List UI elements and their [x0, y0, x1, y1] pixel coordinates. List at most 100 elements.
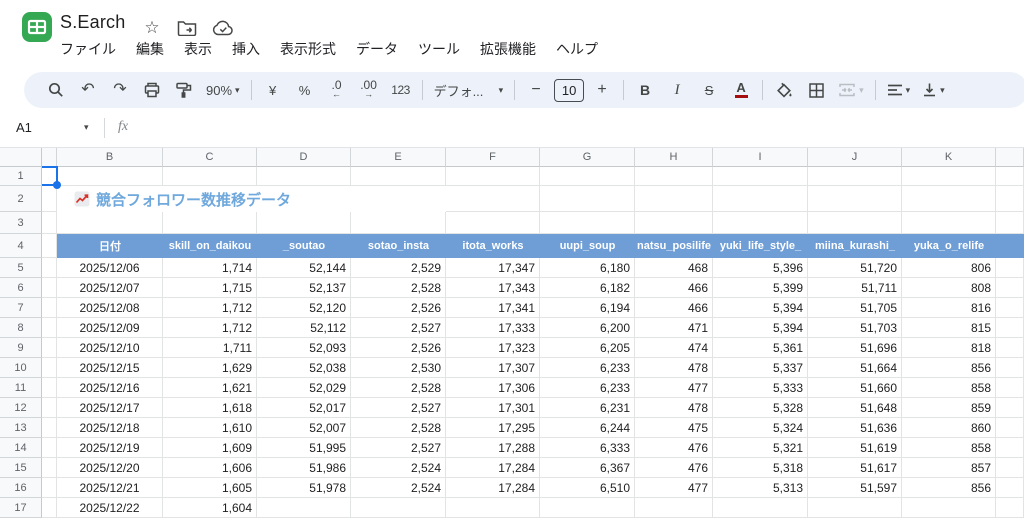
table-header-cell[interactable]: natsu_posilife [637, 240, 711, 252]
cell-E3[interactable] [351, 212, 446, 234]
cell-B10[interactable]: 2025/12/15 [57, 358, 163, 378]
cell-H7[interactable]: 466 [635, 298, 713, 318]
column-header-J[interactable]: J [808, 148, 902, 167]
cell-G10[interactable]: 6,233 [540, 358, 635, 378]
cell-I6[interactable]: 5,399 [713, 278, 808, 298]
cell-H14[interactable]: 476 [635, 438, 713, 458]
cell-G7[interactable]: 6,194 [540, 298, 635, 318]
cell-J17[interactable] [808, 498, 902, 518]
cell-D11[interactable]: 52,029 [257, 378, 351, 398]
fill-handle[interactable] [53, 181, 61, 189]
cell-D10[interactable]: 52,038 [257, 358, 351, 378]
star-icon[interactable]: ☆ [144, 18, 160, 37]
table-header-cell[interactable]: yuka_o_relife [913, 240, 985, 252]
redo-icon[interactable]: ↷ [113, 81, 127, 98]
cell-J11[interactable]: 51,660 [808, 378, 902, 398]
cell-D15[interactable]: 51,986 [257, 458, 351, 478]
row-header-7[interactable]: 7 [0, 298, 42, 318]
cell-A4[interactable] [42, 234, 57, 258]
row-header-6[interactable]: 6 [0, 278, 42, 298]
horizontal-align-icon[interactable]: ▾ [887, 76, 910, 104]
cell-G8[interactable]: 6,200 [540, 318, 635, 338]
document-title[interactable]: S.Earch [60, 12, 126, 32]
cell-G13[interactable]: 6,244 [540, 418, 635, 438]
fill-color-icon[interactable] [774, 76, 794, 104]
column-header-K[interactable]: K [902, 148, 996, 167]
cell-D7[interactable]: 52,120 [257, 298, 351, 318]
table-header-cell[interactable]: sotao_insta [367, 240, 430, 252]
cell-I5[interactable]: 5,396 [713, 258, 808, 278]
cell-E7[interactable]: 2,526 [351, 298, 446, 318]
table-header-cell[interactable]: skill_on_daikou [168, 240, 252, 252]
cell-H8[interactable]: 471 [635, 318, 713, 338]
zoom-select[interactable]: 90% ▾ [206, 76, 240, 104]
cell-L8[interactable] [996, 318, 1024, 338]
cell-G17[interactable] [540, 498, 635, 518]
cell-J12[interactable]: 51,648 [808, 398, 902, 418]
cell-I2[interactable] [713, 186, 808, 212]
cell-G6[interactable]: 6,182 [540, 278, 635, 298]
cell-E12[interactable]: 2,527 [351, 398, 446, 418]
cell-L12[interactable] [996, 398, 1024, 418]
paint-format-icon[interactable] [174, 76, 194, 104]
menu-item-8[interactable]: ヘルプ [556, 41, 598, 57]
cell-A3[interactable] [42, 212, 57, 234]
menu-item-7[interactable]: 拡張機能 [480, 41, 536, 57]
cell-F17[interactable] [446, 498, 540, 518]
select-all-corner[interactable] [0, 148, 42, 167]
menu-item-0[interactable]: ファイル [60, 41, 116, 57]
cell-D3[interactable] [257, 212, 351, 234]
cell-A12[interactable] [42, 398, 57, 418]
row-header-8[interactable]: 8 [0, 318, 42, 338]
cell-F3[interactable] [446, 212, 540, 234]
cell-I15[interactable]: 5,318 [713, 458, 808, 478]
cell-J7[interactable]: 51,705 [808, 298, 902, 318]
column-header-G[interactable]: G [540, 148, 635, 167]
cell-D14[interactable]: 51,995 [257, 438, 351, 458]
row-header-1[interactable]: 1 [0, 167, 42, 186]
italic-button[interactable]: I [674, 81, 680, 98]
cell-K10[interactable]: 856 [902, 358, 996, 378]
cell-H16[interactable]: 477 [635, 478, 713, 498]
cell-B5[interactable]: 2025/12/06 [57, 258, 163, 278]
cell-L15[interactable] [996, 458, 1024, 478]
cell-L7[interactable] [996, 298, 1024, 318]
cell-E11[interactable]: 2,528 [351, 378, 446, 398]
font-size-input[interactable]: 10 [554, 76, 585, 104]
decrease-decimal-button[interactable]: .0 ← [327, 76, 347, 104]
cell-E14[interactable]: 2,527 [351, 438, 446, 458]
cell-B17[interactable]: 2025/12/22 [57, 498, 163, 518]
chevron-down-icon[interactable]: ▾ [84, 122, 89, 132]
cell-F10[interactable]: 17,307 [446, 358, 540, 378]
cell-G11[interactable]: 6,233 [540, 378, 635, 398]
cell-A13[interactable] [42, 418, 57, 438]
cell-J2[interactable] [808, 186, 902, 212]
menu-item-1[interactable]: 編集 [136, 41, 164, 57]
cell-I12[interactable]: 5,328 [713, 398, 808, 418]
row-header-15[interactable]: 15 [0, 458, 42, 478]
cell-L14[interactable] [996, 438, 1024, 458]
cell-B3[interactable] [57, 212, 163, 234]
cell-E16[interactable]: 2,524 [351, 478, 446, 498]
cell-J15[interactable]: 51,617 [808, 458, 902, 478]
cell-I10[interactable]: 5,337 [713, 358, 808, 378]
row-header-9[interactable]: 9 [0, 338, 42, 358]
cell-J16[interactable]: 51,597 [808, 478, 902, 498]
cell-K16[interactable]: 856 [902, 478, 996, 498]
cell-A5[interactable] [42, 258, 57, 278]
cell-K5[interactable]: 806 [902, 258, 996, 278]
row-header-16[interactable]: 16 [0, 478, 42, 498]
cell-B8[interactable]: 2025/12/09 [57, 318, 163, 338]
cell-D16[interactable]: 51,978 [257, 478, 351, 498]
column-header-F[interactable]: F [446, 148, 540, 167]
cell-A9[interactable] [42, 338, 57, 358]
sheets-logo[interactable] [21, 11, 53, 43]
cell-F7[interactable]: 17,341 [446, 298, 540, 318]
cell-H9[interactable]: 474 [635, 338, 713, 358]
table-header-cell[interactable]: _soutao [282, 240, 326, 252]
cell-I16[interactable]: 5,313 [713, 478, 808, 498]
cell-E15[interactable]: 2,524 [351, 458, 446, 478]
print-icon[interactable] [142, 76, 162, 104]
cell-L10[interactable] [996, 358, 1024, 378]
cell-D6[interactable]: 52,137 [257, 278, 351, 298]
